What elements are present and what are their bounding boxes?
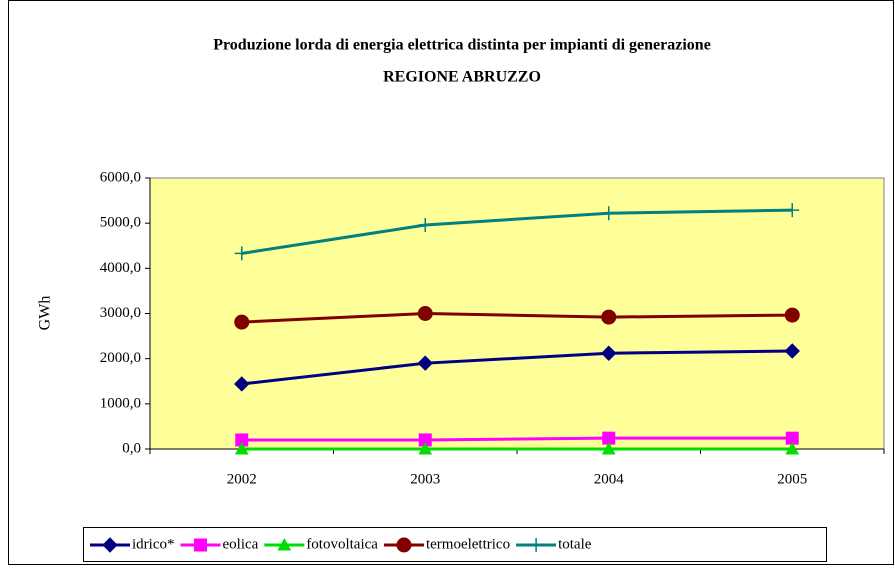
y-tick-label: 6000,0 <box>100 169 141 185</box>
marker <box>601 441 616 455</box>
marker <box>418 217 433 232</box>
marker <box>396 537 412 553</box>
marker <box>417 355 433 371</box>
y-tick-label: 4000,0 <box>100 260 141 276</box>
marker <box>785 441 800 455</box>
legend-label: termoelettrico <box>426 536 510 552</box>
legend-label: fotovoltaica <box>306 536 378 552</box>
x-tick-label: 2003 <box>410 471 440 487</box>
marker <box>234 246 249 261</box>
marker <box>601 309 617 325</box>
y-tick-label: 1000,0 <box>100 395 141 411</box>
legend-label: idrico* <box>132 536 175 552</box>
series-line <box>241 436 793 442</box>
x-tick-label: 2004 <box>594 471 625 487</box>
marker <box>784 307 800 323</box>
marker <box>529 538 544 552</box>
marker <box>785 203 800 218</box>
x-tick-label: 2002 <box>227 471 257 487</box>
marker <box>102 537 118 553</box>
marker <box>234 441 249 455</box>
y-tick-label: 5000,0 <box>100 215 141 231</box>
marker <box>418 441 433 455</box>
y-tick-label: 0,0 <box>122 440 141 456</box>
legend-label: totale <box>558 536 592 552</box>
series-line <box>241 311 793 324</box>
chart-title: Produzione lorda di energia elettrica di… <box>213 37 711 54</box>
chart-subtitle: REGIONE ABRUZZO <box>383 69 541 86</box>
marker <box>601 345 617 361</box>
y-tick-label: 2000,0 <box>100 350 141 366</box>
marker <box>194 538 207 552</box>
marker <box>234 376 250 392</box>
marker <box>417 306 433 321</box>
plot-area <box>149 177 885 450</box>
marker <box>234 314 250 330</box>
legend-label: eolica <box>223 536 259 552</box>
marker <box>784 343 800 359</box>
marker <box>277 537 292 551</box>
marker <box>601 206 616 221</box>
y-axis-label: GWh <box>37 296 54 331</box>
series-line <box>241 349 793 386</box>
y-tick-label: 3000,0 <box>100 305 141 321</box>
series-line <box>241 208 793 255</box>
x-tick-label: 2005 <box>777 471 807 487</box>
